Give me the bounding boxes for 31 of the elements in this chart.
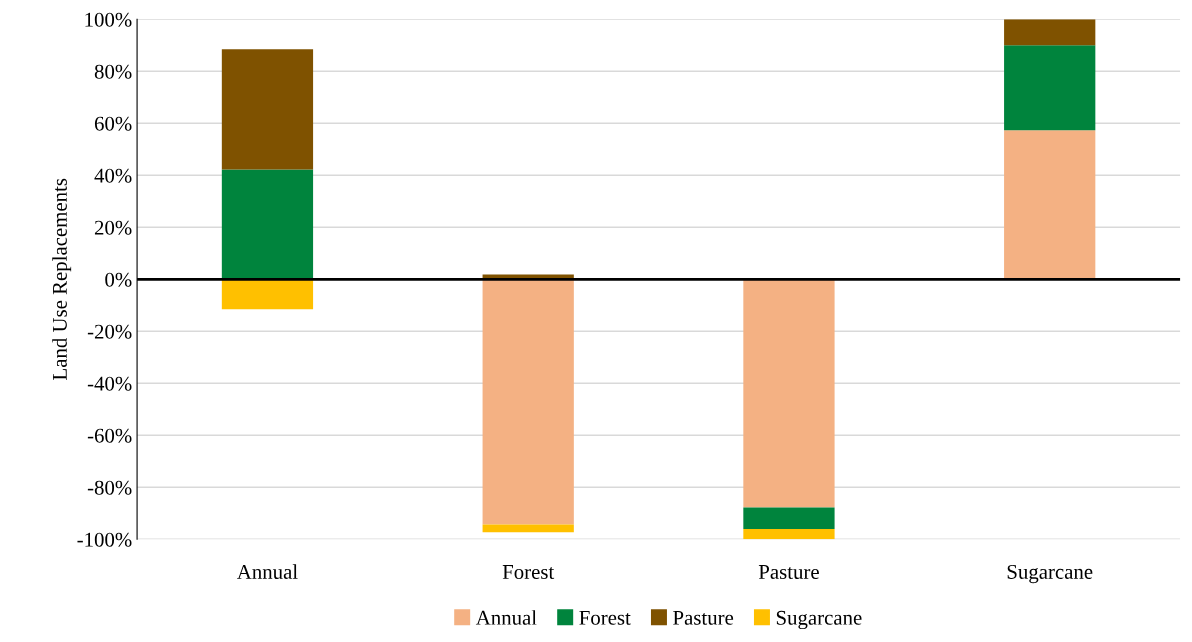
y-tick-label: 80% — [94, 64, 132, 79]
bar — [743, 279, 835, 508]
y-tick-label: -40% — [87, 376, 132, 391]
y-tick-label: -80% — [87, 480, 132, 495]
y-tick-label: -100% — [77, 532, 132, 547]
bar — [743, 528, 835, 540]
bar — [482, 524, 574, 533]
bar — [1004, 130, 1096, 280]
y-tick-label: -20% — [87, 324, 132, 339]
bar — [221, 279, 314, 310]
y-tick-label: -60% — [87, 428, 132, 443]
bar — [221, 49, 314, 170]
y-tick-label: 20% — [94, 220, 132, 235]
bar — [743, 507, 835, 529]
legend-label: Forest — [579, 610, 631, 625]
x-tick-label: Pasture — [758, 565, 819, 579]
y-tick-label: 100% — [85, 12, 132, 27]
legend-label: Sugarcane — [776, 610, 862, 630]
bar — [221, 169, 314, 280]
y-tick-label: 60% — [94, 116, 132, 131]
bar — [1004, 45, 1096, 131]
legend-label: Pasture — [673, 610, 734, 625]
x-tick-label: Forest — [502, 565, 555, 579]
bar — [482, 279, 574, 525]
x-tick-label: Sugarcane — [1007, 564, 1093, 584]
bar — [1004, 19, 1096, 46]
y-tick-label: 40% — [94, 168, 132, 183]
y-axis-title: Land Use Replacements — [52, 178, 72, 380]
y-tick-label: 0% — [105, 272, 132, 287]
legend-label: Annual — [475, 610, 537, 625]
x-tick-label: Annual — [236, 564, 298, 579]
